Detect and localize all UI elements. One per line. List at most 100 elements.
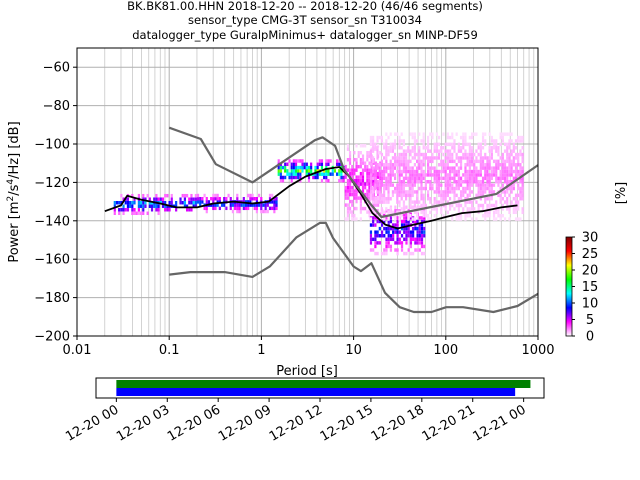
density-cell <box>361 175 365 179</box>
colorbar-tick-label: 5 <box>586 313 594 328</box>
title-line-3: datalogger_type GuralpMinimus+ datalogge… <box>132 28 478 42</box>
density-cell <box>453 169 456 174</box>
density-cell <box>440 200 443 204</box>
density-cell <box>519 135 522 140</box>
density-cell <box>366 189 369 193</box>
density-cell <box>229 196 232 201</box>
density-cell <box>466 186 469 191</box>
density-cell <box>336 159 339 163</box>
density-cell <box>394 190 397 194</box>
density-cell <box>378 226 381 231</box>
density-cell <box>168 200 171 205</box>
density-cell <box>348 161 352 165</box>
density-cell <box>355 199 358 204</box>
density-cell <box>301 159 304 163</box>
density-cell <box>420 163 423 167</box>
density-cell <box>455 186 458 191</box>
density-cell <box>387 190 390 194</box>
density-cell <box>320 162 324 167</box>
density-cell <box>236 193 239 198</box>
density-cell <box>164 193 167 198</box>
density-cell <box>385 146 388 150</box>
density-cell <box>380 176 384 181</box>
density-cell <box>402 159 406 164</box>
density-cell <box>361 206 365 211</box>
density-cell <box>273 200 276 204</box>
density-cell <box>214 193 217 198</box>
density-cell <box>416 196 419 201</box>
y-axis-label-part-1: Power [m <box>7 201 22 262</box>
density-cell <box>353 157 356 162</box>
density-cell <box>374 237 377 242</box>
density-cell <box>297 172 300 176</box>
density-cell <box>464 180 467 184</box>
density-cell <box>325 162 328 167</box>
density-cell <box>196 196 200 201</box>
density-cell <box>455 193 458 198</box>
density-cell <box>126 204 130 208</box>
density-cell <box>405 159 408 164</box>
density-cell <box>205 200 208 204</box>
density-cell <box>462 190 465 194</box>
density-cell <box>312 175 315 180</box>
density-cell <box>503 176 507 181</box>
density-cell <box>318 172 321 176</box>
density-cell <box>229 206 232 211</box>
density-cell <box>133 197 136 201</box>
density-cell <box>402 139 406 143</box>
density-cell <box>488 183 491 187</box>
y-tick-label: −120 <box>34 176 70 191</box>
density-cell <box>292 169 295 173</box>
density-cell <box>268 193 272 198</box>
density-cell <box>479 203 482 208</box>
mean-line <box>104 166 518 230</box>
density-cell <box>305 169 308 173</box>
density-cell <box>409 200 412 204</box>
density-cell <box>510 180 513 184</box>
density-cell <box>336 162 339 167</box>
density-cell <box>305 162 308 167</box>
density-cell <box>479 196 482 201</box>
density-cell <box>359 217 362 221</box>
density-cell <box>279 179 282 183</box>
density-cell <box>451 159 454 164</box>
density-cell <box>387 200 390 204</box>
density-cell <box>396 186 399 191</box>
density-cell <box>477 193 480 198</box>
density-cell <box>477 142 480 147</box>
density-cell <box>433 200 436 204</box>
density-cell <box>305 172 308 176</box>
colorbar-label: [%] <box>614 182 629 205</box>
density-cell <box>442 159 445 164</box>
density-cell <box>481 183 485 187</box>
density-cell <box>378 180 381 184</box>
density-cell <box>236 206 239 211</box>
density-cell <box>325 165 328 170</box>
timeline-tick-label: 12-20 15 <box>318 402 376 444</box>
density-cell <box>391 193 395 198</box>
density-cell <box>422 213 425 218</box>
density-cell <box>510 200 513 204</box>
density-cell <box>374 212 377 217</box>
density-cell <box>236 203 239 207</box>
density-cell <box>413 139 417 143</box>
density-cell <box>490 156 493 160</box>
density-cell <box>423 234 426 238</box>
density-cell <box>387 226 390 231</box>
density-cell <box>481 163 485 167</box>
density-cell <box>353 217 356 221</box>
density-cell <box>420 234 424 238</box>
density-cell <box>407 183 410 187</box>
density-cell <box>394 241 397 245</box>
density-cell <box>402 200 406 204</box>
density-cell <box>468 149 471 153</box>
density-cell <box>135 211 138 216</box>
density-cell <box>437 163 441 167</box>
density-cell <box>380 213 384 218</box>
density-cell <box>378 186 381 191</box>
density-cell <box>400 193 403 198</box>
density-cell <box>396 156 399 160</box>
density-cell <box>409 241 413 245</box>
density-cell <box>389 142 392 147</box>
density-cell <box>398 180 401 184</box>
